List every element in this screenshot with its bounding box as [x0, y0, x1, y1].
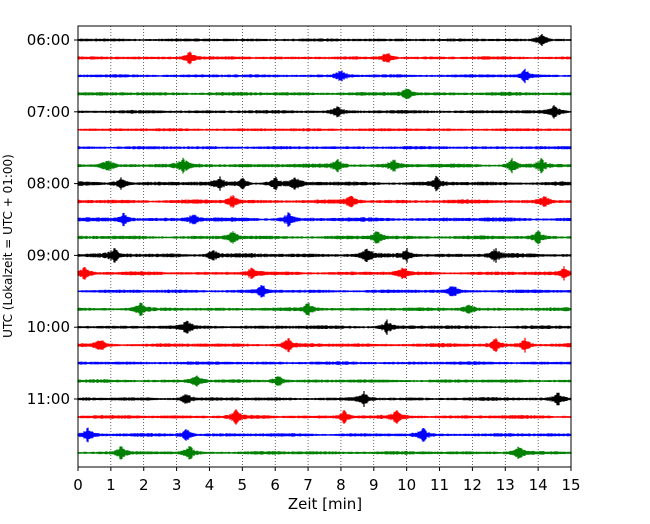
x-axis-label: Zeit [min]: [288, 495, 362, 513]
seismogram-trace-1000: [77, 319, 572, 335]
seismogram-trace-0615: [77, 51, 572, 65]
grid-layer: [110, 26, 539, 467]
y-tick-label: 07:00: [27, 103, 70, 121]
x-tick-label: 1: [106, 476, 116, 494]
y-axis-label: UTC (Lokalzeit = UTC + 01:00): [1, 154, 15, 338]
y-tick-label: 11:00: [27, 390, 70, 408]
seismogram-trace-0645: [77, 88, 572, 100]
x-tick-label: 2: [139, 476, 149, 494]
x-tick-label: 0: [73, 476, 83, 494]
seismogram-trace-0815: [77, 195, 572, 208]
x-tick-label: 11: [430, 476, 449, 494]
seismogram-trace-1145: [77, 446, 572, 460]
plot-frame: [77, 25, 572, 468]
x-tick-label: 8: [336, 476, 346, 494]
seismogram-trace-1130: [77, 427, 572, 443]
y-tick-label: 06:00: [27, 31, 70, 49]
x-tick-label: 6: [270, 476, 280, 494]
x-tick-label: 10: [397, 476, 416, 494]
x-tick-label: 5: [238, 476, 248, 494]
y-tick-label: 10:00: [27, 318, 70, 336]
seismogram-trace-0915: [77, 266, 572, 281]
seismogram-trace-0715: [77, 128, 572, 132]
seismogram-trace-0630: [77, 68, 572, 84]
seismogram-trace-0945: [77, 302, 572, 316]
x-tick-label: 14: [529, 476, 548, 494]
seismogram-trace-0845: [77, 230, 572, 245]
x-tick-label: 13: [496, 476, 515, 494]
seismogram-trace-1015: [77, 337, 572, 353]
seismogram-trace-0930: [77, 285, 572, 298]
seismogram-trace-0900: [77, 248, 572, 263]
seismogram-trace-1045: [77, 375, 572, 387]
x-axis-ticks: 0 1 2 3 4 5 6 7 8 9 10 11 12 13 14 15: [73, 467, 581, 494]
x-tick-label: 9: [369, 476, 379, 494]
seismogram-trace-0830: [77, 212, 572, 227]
x-tick-label: 4: [205, 476, 215, 494]
seismogram-trace-0800: [77, 175, 572, 192]
seismogram-trace-0600: [77, 34, 572, 46]
x-tick-label: 15: [561, 476, 580, 494]
x-tick-label: 3: [172, 476, 182, 494]
seismogram-trace-1115: [77, 409, 572, 425]
x-tick-label: 7: [303, 476, 313, 494]
seismogram-trace-0730: [77, 146, 572, 150]
x-tick-label: 12: [463, 476, 482, 494]
trace-layer: [77, 34, 572, 460]
y-tick-label: 09:00: [27, 246, 70, 264]
seismogram-trace-0700: [77, 105, 572, 119]
seismogram-trace-1030: [77, 361, 572, 365]
seismogram-trace-0745: [77, 157, 572, 174]
y-tick-label: 08:00: [27, 175, 70, 193]
y-axis-ticks: 06:00 07:00 08:00 09:00 10:00 11:00: [27, 31, 78, 408]
seismogram-trace-1100: [77, 391, 572, 407]
